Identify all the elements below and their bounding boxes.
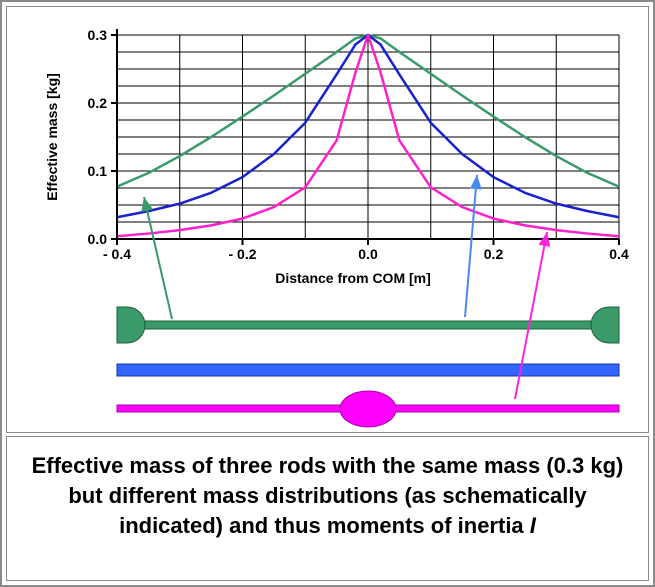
- series-line-3: [116, 33, 620, 238]
- magenta-arrow-head: [538, 232, 551, 247]
- blue-arrow-shaft: [464, 174, 478, 318]
- green-rod-right-mass: [590, 306, 620, 344]
- x-tick-label: 0.0: [358, 246, 378, 262]
- green-rod-bar: [134, 320, 602, 330]
- x-tick-label: - 0.2: [228, 246, 256, 262]
- rod-schematics: [116, 174, 620, 428]
- magenta-arrow-shaft: [514, 231, 548, 400]
- x-tick-label: 0.2: [484, 246, 504, 262]
- y-tick-label: 0.3: [88, 27, 108, 43]
- blue-rod-bar: [116, 363, 620, 377]
- x-axis-label: Distance from COM [m]: [275, 270, 431, 286]
- x-tick-label: 0.4: [609, 246, 629, 262]
- y-tick-label: 0.2: [88, 95, 108, 111]
- caption-panel: Effective mass of three rods with the sa…: [6, 436, 649, 581]
- caption-text: Effective mass of three rods with the sa…: [31, 453, 624, 538]
- y-tick-label: 0.1: [88, 163, 108, 179]
- caption: Effective mass of three rods with the sa…: [19, 451, 636, 541]
- figure-panel: 0.0 0.1 0.2 0.3 - 0.4 - 0.2 0.0 0.2 0.4 Distance …: [6, 6, 649, 433]
- chart-axes: [111, 29, 620, 245]
- magenta-rod-center-mass: [339, 390, 397, 428]
- blue-arrow-head: [469, 175, 482, 190]
- chart-labels: 0.0 0.1 0.2 0.3 - 0.4 - 0.2 0.0 0.2 0.4 Distance …: [44, 27, 629, 286]
- y-tick-label: 0.0: [88, 231, 108, 247]
- chart-grid: [116, 34, 620, 240]
- green-rod-left-mass: [116, 306, 146, 344]
- green-arrow-head: [141, 197, 153, 212]
- green-arrow-shaft: [143, 196, 173, 320]
- chart-series: [116, 33, 620, 238]
- x-tick-label: - 0.4: [103, 246, 131, 262]
- effective-mass-chart: 0.0 0.1 0.2 0.3 - 0.4 - 0.2 0.0 0.2 0.4 Distance …: [44, 27, 629, 428]
- y-axis-label: Effective mass [kg]: [44, 73, 60, 201]
- caption-symbol: I: [529, 513, 536, 538]
